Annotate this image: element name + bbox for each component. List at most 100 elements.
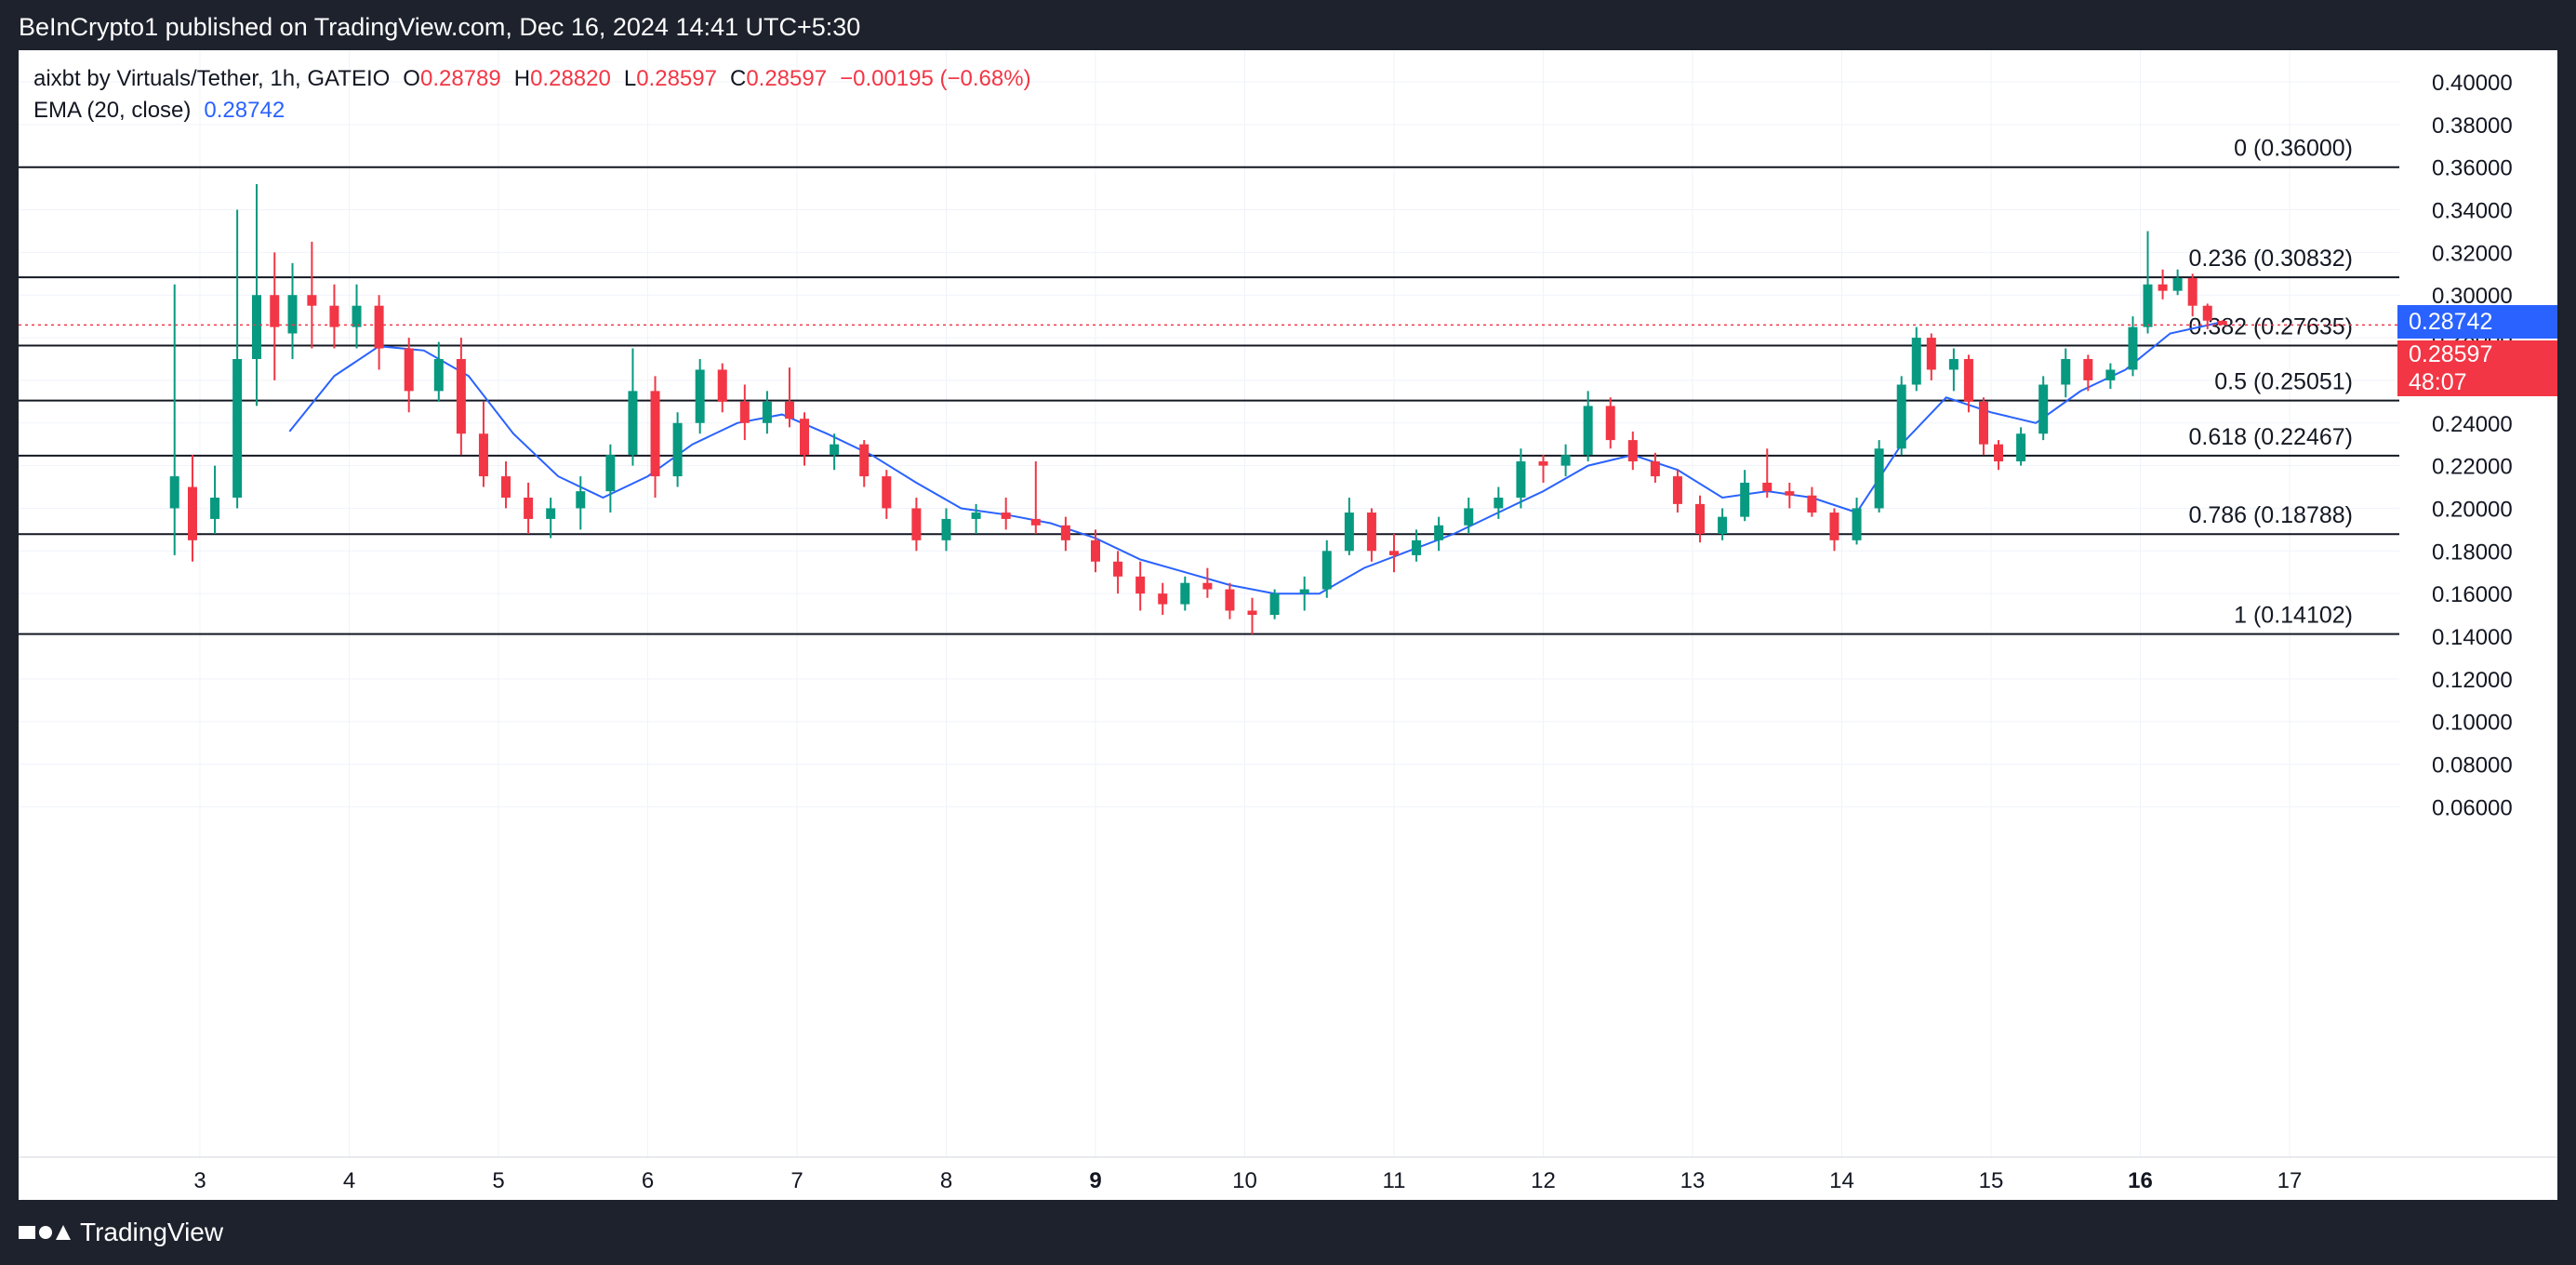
candle-91	[2217, 320, 2227, 326]
candle-18	[576, 476, 586, 530]
candle-body-54	[1464, 508, 1474, 526]
candle-body-32	[911, 508, 922, 540]
candle-60	[1605, 397, 1615, 449]
x-tick-label-3: 6	[642, 1168, 654, 1193]
y-tick-label-5: 0.30000	[2432, 284, 2513, 309]
y-tick-label-12: 0.16000	[2432, 582, 2513, 607]
legend-ema-row[interactable]: EMA (20, close) 0.28742	[33, 95, 1031, 126]
candle-59	[1583, 391, 1593, 462]
candle-53	[1434, 516, 1444, 552]
fib-level-label-0: 0 (0.36000)	[2234, 136, 2353, 162]
candle-body-78	[1978, 401, 1988, 445]
fib-level-label-2: 0.382 (0.27635)	[2188, 313, 2353, 340]
candle-41	[1158, 582, 1168, 616]
y-tick-label-14: 0.12000	[2432, 668, 2513, 693]
grid	[19, 50, 2399, 1157]
candle-43	[1202, 567, 1213, 598]
candle-body-20	[628, 391, 638, 456]
y-tick-label-2: 0.36000	[2432, 156, 2513, 181]
candle-51	[1389, 533, 1399, 573]
y-tick-label-1: 0.38000	[2432, 113, 2513, 139]
candle-89	[2187, 273, 2198, 317]
candle-body-89	[2187, 277, 2198, 306]
candle-body-14	[478, 433, 488, 477]
candle-body-51	[1389, 551, 1399, 555]
candle-68	[1785, 482, 1795, 509]
fib-level-label-4: 0.618 (0.22467)	[2188, 424, 2353, 450]
x-tick-label-10: 13	[1680, 1168, 1706, 1193]
candle-body-17	[546, 508, 556, 519]
y-tick-label-10: 0.20000	[2432, 497, 2513, 522]
candle-body-49	[1344, 513, 1354, 552]
candle-body-62	[1650, 461, 1660, 477]
legend-ohlc-row: aixbt by Virtuals/Tether, 1h, GATEIO O0.2…	[33, 63, 1031, 95]
last-price-badge-value: 0.28597	[2409, 341, 2493, 368]
candle-body-23	[695, 369, 705, 423]
y-tick-label-9: 0.22000	[2432, 455, 2513, 480]
fib-level-label-5: 0.786 (0.18788)	[2188, 502, 2353, 528]
footer: TradingView	[0, 1200, 2576, 1265]
candle-body-24	[717, 369, 727, 402]
candle-body-48	[1321, 551, 1332, 590]
candle-body-64	[1695, 503, 1706, 534]
candle-5	[270, 252, 280, 380]
candle-75	[1926, 333, 1936, 380]
price-chart[interactable]: 0 (0.36000) 0.236 (0.30832) 0.382 (0.27635…	[19, 50, 2557, 1200]
x-tick-label-7: 10	[1232, 1168, 1257, 1193]
candle-69	[1807, 486, 1817, 517]
fib-level-label-1: 0.236 (0.30832)	[2188, 246, 2353, 272]
candle-body-2	[210, 498, 220, 519]
y-tick-label-16: 0.08000	[2432, 753, 2513, 779]
publisher-header: BeInCrypto1 published on TradingView.com…	[19, 13, 861, 41]
candle-countdown: 48:07	[2409, 369, 2467, 396]
candle-58	[1560, 444, 1571, 477]
candle-body-71	[1852, 508, 1862, 540]
candle-body-26	[762, 401, 772, 423]
candle-1	[187, 455, 197, 562]
x-tick-label-4: 7	[790, 1168, 803, 1193]
candle-38	[1091, 529, 1100, 573]
candle-body-70	[1829, 513, 1839, 540]
candle-72	[1874, 440, 1884, 513]
candle-63	[1672, 470, 1682, 513]
footer-brand[interactable]: TradingView	[80, 1218, 224, 1246]
candle-76	[1948, 348, 1959, 392]
candle-body-30	[859, 444, 870, 477]
x-tick-label-1: 4	[343, 1168, 355, 1193]
legend-ema-label: EMA (20, close)	[33, 98, 192, 123]
candle-15	[501, 461, 511, 509]
candle-4	[251, 184, 261, 406]
candle-42	[1180, 576, 1190, 611]
candles	[169, 184, 2227, 634]
candle-body-79	[1994, 444, 2004, 462]
x-tick-label-0: 3	[193, 1168, 206, 1193]
fib-level-label-3: 0.5 (0.25051)	[2214, 369, 2353, 395]
candle-87	[2158, 269, 2168, 300]
candle-body-10	[374, 305, 384, 349]
candle-10	[374, 295, 384, 370]
chart-legend: aixbt by Virtuals/Tether, 1h, GATEIO O0.2…	[33, 63, 1031, 126]
candle-57	[1538, 455, 1548, 483]
candle-55	[1494, 486, 1504, 519]
candle-body-40	[1135, 576, 1146, 594]
fibonacci-retracement: 0 (0.36000) 0.236 (0.30832) 0.382 (0.27635…	[19, 136, 2399, 635]
candle-22	[672, 412, 683, 487]
y-tick-label-8: 0.24000	[2432, 412, 2513, 437]
candle-26	[762, 391, 772, 434]
axes: 0.40000 0.38000 0.36000 0.34000 0.32000 0.300…	[19, 71, 2557, 1193]
candle-body-3	[232, 359, 243, 498]
legend-high-label: H	[513, 66, 531, 91]
candle-7	[307, 241, 317, 349]
candle-body-44	[1225, 589, 1235, 611]
ema-price-badge-value: 0.28742	[2409, 309, 2493, 336]
candle-40	[1135, 561, 1146, 611]
candle-body-0	[169, 476, 179, 509]
candle-86	[2143, 231, 2153, 334]
candle-body-81	[2038, 384, 2049, 434]
candle-body-76	[1948, 359, 1959, 370]
candle-11	[404, 338, 414, 413]
candle-body-68	[1785, 491, 1795, 496]
chart-pane[interactable]: 0 (0.36000) 0.236 (0.30832) 0.382 (0.27635…	[19, 50, 2557, 1200]
candle-32	[911, 498, 922, 552]
candle-29	[830, 433, 840, 471]
